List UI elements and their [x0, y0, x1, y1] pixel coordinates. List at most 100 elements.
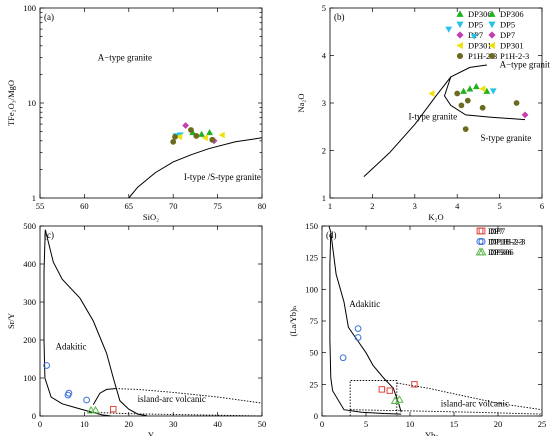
y-tick-label: 25: [310, 379, 319, 389]
panel-b: 1 2 3 4 5 6 1 2 3 4 5 K₂O Na₂O (b) A−type granite I-typ…: [296, 3, 550, 222]
data-point: [479, 104, 486, 111]
legend-marker: [488, 31, 496, 39]
legend-label: DP301: [468, 41, 492, 51]
legend-label: DP7: [500, 30, 515, 40]
x-tick-label: 6: [540, 201, 544, 211]
island-arc-field-boundary: [115, 388, 263, 404]
island-arc-field-boundary: [349, 380, 398, 416]
legend-label: DP5: [468, 20, 483, 30]
x-tick-label: 5: [364, 419, 368, 429]
region-label: A−type granite: [500, 59, 550, 69]
y-tick-label: 75: [310, 316, 319, 326]
x-axis-label: K₂O: [428, 212, 443, 222]
data-point: [43, 362, 51, 369]
data-point: [110, 405, 117, 413]
legend-label: DP7: [488, 226, 503, 236]
y-tick-label: 5: [322, 3, 326, 13]
data-point: [176, 133, 183, 141]
region-label: I-type /S-type granite: [184, 172, 261, 182]
data-point: [464, 97, 471, 104]
data-point: [462, 126, 469, 133]
y-tick-label: 125: [305, 253, 318, 263]
data-point: [339, 354, 347, 362]
region-label: S-type granite: [481, 133, 532, 143]
y-tick-label: 200: [23, 335, 36, 345]
legend-marker: [456, 41, 463, 50]
field-boundary: [363, 64, 487, 177]
field-boundary: [329, 232, 402, 415]
region-label: island-arc volcanic: [441, 399, 509, 409]
legend-marker: [456, 31, 464, 39]
y-tick-label: 100: [23, 3, 36, 13]
legend-marker: [456, 52, 464, 60]
legend-marker: [488, 21, 496, 29]
data-point: [172, 133, 178, 140]
island-arc-field-boundary: [396, 382, 543, 411]
data-point: [193, 133, 200, 139]
data-point: [395, 395, 404, 403]
x-tick-label: 20: [494, 419, 503, 429]
x-tick-label: 80: [258, 201, 267, 211]
x-tick-label: 20: [125, 419, 134, 429]
panel-label: (c): [44, 230, 54, 240]
x-tick-label: 25: [538, 419, 547, 429]
plot-frame: [39, 7, 263, 199]
data-point: [454, 90, 461, 97]
x-tick-label: 50: [258, 419, 267, 429]
y-tick-label: 150: [305, 221, 318, 231]
x-axis-label: SiO₂: [143, 212, 159, 222]
data-point: [483, 87, 491, 94]
panel-label: (a): [44, 12, 54, 22]
x-tick-label: 65: [125, 201, 134, 211]
legend-marker: [488, 41, 495, 50]
data-point: [201, 134, 208, 142]
legend-marker: [456, 21, 464, 29]
data-point: [521, 111, 529, 119]
data-point: [65, 389, 73, 397]
x-tick-label: 3: [413, 201, 417, 211]
data-point: [182, 122, 190, 129]
legend-label: DP301: [500, 41, 524, 51]
x-tick-label: 4: [455, 201, 460, 211]
field-boundary: [43, 229, 112, 417]
island-arc-field-boundary: [88, 411, 263, 417]
y-tick-label: 50: [310, 348, 319, 358]
data-point: [83, 396, 91, 404]
region-label: A−type granite: [98, 53, 152, 63]
panel-label: (b): [334, 12, 345, 22]
y-tick-label: 100: [23, 373, 36, 383]
legend-marker: [477, 247, 487, 256]
region-label: I-type granite: [408, 112, 457, 122]
field-boundary: [328, 225, 332, 233]
data-point: [91, 405, 100, 414]
data-point: [513, 100, 520, 106]
x-axis-label: Y: [148, 430, 154, 436]
y-tick-label: 100: [305, 284, 318, 294]
legend-marker: [478, 227, 486, 235]
y-axis-label: Na₂O: [296, 93, 306, 112]
x-tick-label: 1: [328, 201, 332, 211]
data-point: [188, 127, 194, 133]
y-tick-label: 300: [23, 297, 36, 307]
data-point: [428, 90, 435, 97]
legend-label: DP306: [468, 9, 492, 19]
y-tick-label: 0: [314, 411, 318, 421]
island-arc-field-boundary: [350, 409, 543, 415]
data-point: [198, 130, 206, 137]
y-tick-label: 1: [322, 193, 326, 203]
data-point: [354, 334, 362, 341]
y-axis-label: TFe₂O₃/MgO: [6, 80, 16, 126]
field-boundary: [44, 229, 147, 417]
x-tick-label: 30: [169, 419, 178, 429]
field-boundary: [330, 232, 402, 413]
plot-frame: [39, 225, 263, 417]
region-label: Adakitic: [349, 299, 380, 309]
y-axis-label: Sr/Y: [6, 313, 16, 329]
legend-label: DP306: [500, 9, 524, 19]
data-point: [206, 129, 214, 136]
field-boundary: [92, 388, 116, 405]
legend-label: P1H-2-3: [500, 51, 529, 61]
data-point: [170, 138, 177, 145]
data-point: [386, 387, 393, 394]
y-tick-label: 4: [322, 51, 327, 61]
